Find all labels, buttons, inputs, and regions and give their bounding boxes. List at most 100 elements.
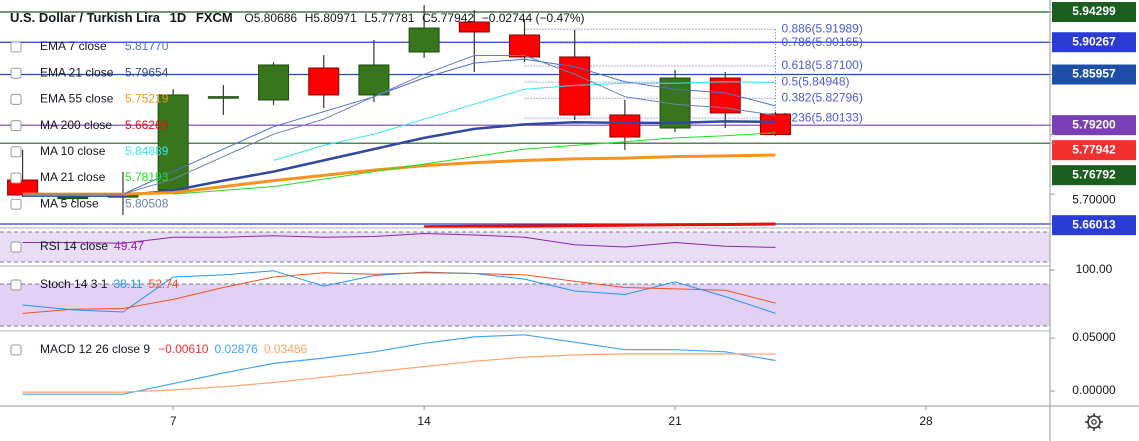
legend-value: 0.03486 [264, 342, 308, 356]
candle-body [7, 179, 39, 196]
legend-name: MA 10 close [40, 144, 106, 158]
y-tick-label: 5.70000 [1072, 192, 1116, 206]
x-tick-label: 14 [417, 414, 431, 428]
price-label: 5.85957 [1072, 67, 1116, 81]
fib-label: 0.786(5.90165) [781, 35, 862, 49]
legend-name: MA 5 close [40, 196, 99, 210]
price-label-box [1052, 32, 1136, 53]
legend-name: MACD 12 26 close 9 [40, 342, 150, 356]
legend-value: 52.74 [149, 277, 179, 291]
legend-value: 5.84889 [125, 144, 169, 158]
legend-icon [10, 67, 22, 79]
legend-value: 5.66269 [125, 118, 169, 132]
candle-body [759, 113, 791, 136]
settings-button[interactable] [1085, 413, 1103, 431]
candle-body [308, 67, 340, 96]
indicator-line [22, 55, 776, 195]
legend-name: RSI 14 close [40, 239, 108, 253]
indicator-line [22, 232, 776, 248]
legend-name: MA 21 close [40, 170, 106, 184]
legend-icon [10, 120, 22, 132]
price-label-box [1052, 140, 1136, 161]
legend-icon [10, 198, 22, 210]
change-label: −0.02744 (−0.47%) [482, 11, 585, 25]
legend-value: 5.79654 [125, 65, 169, 79]
x-tick-label: 7 [170, 414, 177, 428]
x-tick-label: 21 [668, 414, 682, 428]
price-label-box [1052, 1, 1136, 22]
fib-label: 0.236(5.80133) [781, 110, 862, 124]
price-label: 5.66013 [1072, 217, 1116, 231]
gear-teeth [1085, 413, 1103, 431]
legend-value: 49.47 [114, 239, 144, 253]
candle-body [258, 64, 290, 101]
legend-name: Stoch 14 3 1 [40, 277, 108, 291]
band [0, 284, 1050, 327]
price-label: 5.79200 [1072, 117, 1116, 131]
indicator-line [22, 272, 776, 314]
indicator-line [173, 132, 776, 195]
chart-header: U.S. Dollar / Turkish Lira 1D FXCM O5.80… [10, 10, 584, 25]
legend-icon [10, 41, 22, 53]
y-tick-label: 100.00 [1076, 262, 1113, 276]
gear-hub [1091, 419, 1097, 425]
candle-body [508, 34, 540, 58]
legend-name: EMA 55 close [40, 92, 114, 106]
price-label-box [1052, 215, 1136, 236]
price-label: 5.76792 [1072, 167, 1116, 181]
indicator-line [273, 81, 776, 161]
candle-body [207, 96, 239, 99]
y-tick-label: 0.00000 [1072, 383, 1116, 397]
legend-value: 5.75219 [125, 92, 169, 106]
interval: 1D [170, 10, 187, 25]
fib-label: 0.382(5.82796) [781, 90, 862, 104]
legend-icon [10, 279, 22, 291]
price-label: 5.90267 [1072, 34, 1116, 48]
open-label: O5.80686 [244, 11, 297, 25]
indicator-line [22, 334, 776, 395]
price-label: 5.77942 [1072, 142, 1116, 156]
legend-icon [10, 146, 22, 158]
fib-label: 0.5(5.84948) [781, 74, 849, 88]
legend-value: 0.02876 [214, 342, 258, 356]
candle-body [458, 21, 490, 33]
candle-body [609, 114, 641, 138]
candle-body [408, 27, 440, 53]
symbol: U.S. Dollar / Turkish Lira [10, 10, 161, 25]
close-label: C5.77942 [422, 11, 474, 25]
plot-layer: 0.886(5.91989)0.786(5.90165) 0.618(5.8710… [0, 1, 1136, 428]
legend-value: 5.81770 [125, 39, 169, 53]
price-label: 5.94299 [1072, 4, 1116, 18]
price-label-box [1052, 165, 1136, 186]
legend-value: 5.78193 [125, 170, 169, 184]
legend-value: −0.00610 [158, 342, 209, 356]
y-tick-label: 0.05000 [1072, 330, 1116, 344]
indicator-line [424, 222, 776, 229]
panel-legend: Stoch 14 3 1 38.11 52.74 [40, 277, 179, 291]
fib-label: 0.618(5.87100) [781, 58, 862, 72]
legend-value: 38.11 [113, 277, 142, 291]
panel-legend: MACD 12 26 close 9 −0.00610 0.02876 0.03486 [40, 342, 308, 356]
low-label: L5.77781 [364, 11, 414, 25]
legend-name: EMA 7 close [40, 39, 107, 53]
candle-body [57, 196, 89, 200]
source: FXCM [196, 10, 233, 25]
legend-name: MA 200 close [40, 118, 112, 132]
legend-icon [10, 241, 22, 253]
indicator-line [22, 58, 776, 195]
legend-icon [10, 344, 22, 356]
panel-legend: RSI 14 close 49.47 [40, 239, 144, 253]
candle-body [358, 64, 390, 96]
legend-value: 5.80508 [125, 196, 169, 210]
high-label: H5.80971 [305, 11, 357, 25]
price-label-box [1052, 64, 1136, 85]
price-label-box [1052, 115, 1136, 136]
indicator-line [22, 353, 776, 393]
fib-label: 0.886(5.91989) [781, 21, 862, 35]
x-tick-label: 28 [919, 414, 933, 428]
legend-icon [10, 93, 22, 105]
band [0, 231, 1050, 263]
legend-icon [10, 172, 22, 184]
legend-name: EMA 21 close [40, 65, 114, 79]
